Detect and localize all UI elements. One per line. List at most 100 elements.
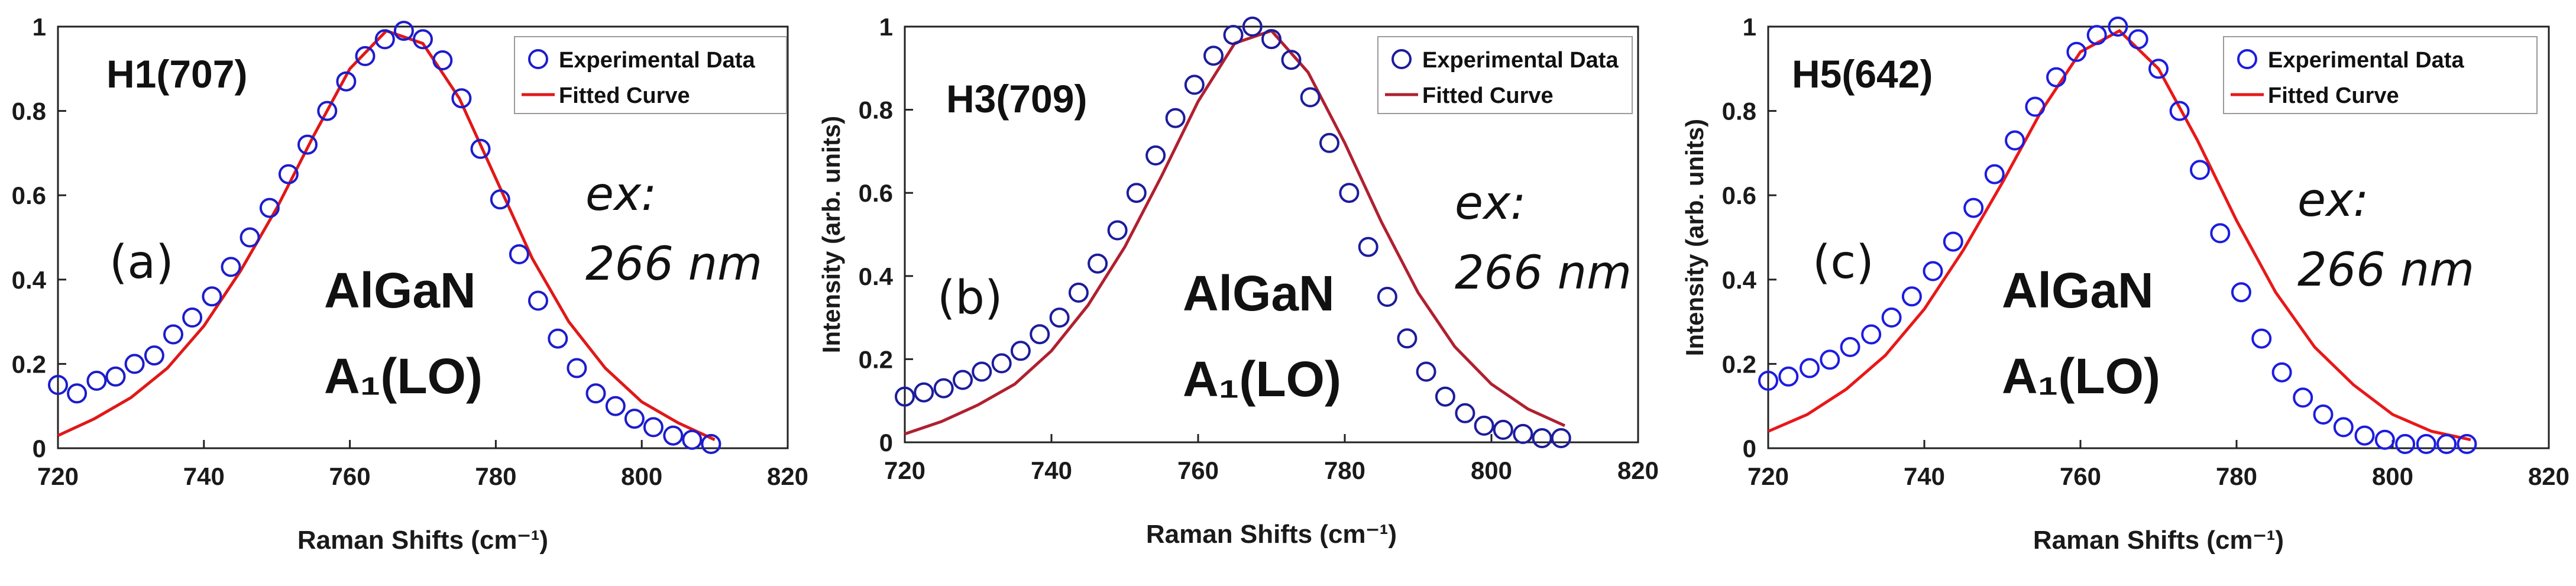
experimental-data-point bbox=[182, 307, 203, 328]
experimental-data-point bbox=[86, 370, 107, 391]
legend: Experimental Data Fitted Curve bbox=[514, 36, 787, 114]
experimental-data-point bbox=[1551, 428, 1571, 448]
experimental-data-point bbox=[2333, 417, 2354, 438]
experimental-data-point bbox=[1455, 403, 1475, 423]
experimental-data-point bbox=[605, 396, 626, 416]
legend-label-experimental: Experimental Data bbox=[2268, 48, 2464, 73]
chart-panel-2: 0 0.2 0.4 0.6 0.8 1 720 740 760 780 800 820 Intensit… bbox=[817, 13, 1659, 549]
experimental-data-point bbox=[1758, 370, 1778, 391]
y-tick-label: 0.8 bbox=[1722, 98, 1756, 125]
experimental-data-point bbox=[451, 88, 472, 109]
experimental-data-point bbox=[1049, 307, 1070, 328]
excitation-label-line2: 266 nm bbox=[585, 238, 762, 291]
x-axis-label: Raman Shifts (cm⁻¹) bbox=[2033, 526, 2284, 555]
y-tick-label: 0.2 bbox=[12, 350, 46, 378]
experimental-data-point bbox=[1242, 17, 1263, 37]
experimental-data-point bbox=[1532, 428, 1552, 448]
legend-marker-experimental bbox=[2237, 49, 2257, 69]
experimental-data-point bbox=[490, 189, 510, 210]
experimental-data-point bbox=[1881, 307, 1902, 328]
experimental-data-point bbox=[1107, 220, 1128, 241]
x-tick-label: 780 bbox=[2216, 462, 2257, 490]
x-axis-label: Raman Shifts (cm⁻¹) bbox=[297, 526, 548, 555]
experimental-data-point bbox=[1261, 29, 1281, 50]
experimental-data-point bbox=[240, 227, 260, 248]
legend-label-fitted: Fitted Curve bbox=[2268, 83, 2399, 108]
experimental-data-point bbox=[1984, 164, 2005, 184]
excitation-label-line2: 266 nm bbox=[1455, 247, 1632, 300]
experimental-data-point bbox=[567, 358, 587, 378]
experimental-data-point bbox=[2086, 25, 2107, 46]
legend-label-experimental: Experimental Data bbox=[1422, 48, 1619, 73]
x-tick-label: 800 bbox=[1471, 457, 1512, 484]
experimental-data-point bbox=[2313, 404, 2334, 425]
legend-box bbox=[1377, 36, 1633, 114]
x-tick-label: 740 bbox=[1904, 462, 1945, 490]
experimental-data-point bbox=[509, 244, 529, 264]
experimental-data-point bbox=[202, 286, 222, 307]
experimental-data-point bbox=[163, 324, 183, 345]
experimental-data-point bbox=[144, 345, 164, 366]
x-tick-label: 720 bbox=[37, 462, 79, 490]
experimental-data-point bbox=[470, 138, 491, 159]
y-axis-label: Intensity (arb. units) bbox=[817, 116, 845, 353]
experimental-data-point bbox=[663, 425, 684, 446]
x-tick-label: 740 bbox=[183, 462, 225, 490]
experimental-data-point bbox=[1223, 25, 1244, 46]
experimental-data-point bbox=[2354, 425, 2375, 446]
y-axis-label: Intensity (arb. units) bbox=[1681, 119, 1708, 356]
experimental-data-point bbox=[528, 290, 548, 311]
x-tick-label: 820 bbox=[767, 462, 808, 490]
experimental-data-point bbox=[1943, 231, 1963, 252]
experimental-data-point bbox=[432, 50, 453, 70]
experimental-data-point bbox=[914, 382, 934, 403]
sample-label: H1(707) bbox=[106, 52, 247, 96]
x-tick-label: 760 bbox=[329, 462, 371, 490]
y-tick-label: 0 bbox=[879, 429, 893, 457]
legend: Experimental Data Fitted Curve bbox=[2223, 36, 2538, 114]
experimental-data-point bbox=[1145, 145, 1166, 166]
x-tick-label: 820 bbox=[1617, 457, 1659, 484]
experimental-data-point bbox=[1778, 366, 1799, 387]
legend-marker-experimental bbox=[1391, 49, 1412, 69]
x-tick-label: 720 bbox=[1747, 462, 1789, 490]
experimental-data-point bbox=[2169, 101, 2190, 121]
experimental-data-point bbox=[1435, 386, 1455, 407]
y-tick-label: 0.4 bbox=[1722, 266, 1757, 294]
panel-label: (a) bbox=[109, 236, 174, 289]
experimental-data-point bbox=[1513, 423, 1533, 444]
experimental-data-point bbox=[2251, 328, 2272, 349]
experimental-data-point bbox=[355, 46, 376, 66]
legend-marker-experimental bbox=[528, 49, 548, 69]
fitted-curve-line bbox=[1768, 29, 2471, 442]
y-tick-label: 0.2 bbox=[1722, 350, 1756, 378]
excitation-label-line2: 266 nm bbox=[2297, 244, 2474, 297]
experimental-data-point bbox=[2025, 96, 2046, 117]
experimental-data-point bbox=[1126, 183, 1147, 203]
experimental-data-point bbox=[1088, 253, 1108, 274]
experimental-data-point bbox=[1010, 341, 1031, 361]
experimental-data-point bbox=[1319, 132, 1339, 153]
legend-label-fitted: Fitted Curve bbox=[1422, 83, 1554, 108]
legend-label-fitted: Fitted Curve bbox=[559, 83, 690, 108]
x-tick-label: 760 bbox=[1177, 457, 1219, 484]
legend: Experimental Data Fitted Curve bbox=[1377, 36, 1633, 114]
experimental-data-point bbox=[1030, 324, 1050, 345]
y-tick-label: 0.4 bbox=[12, 266, 47, 294]
experimental-data-point bbox=[643, 417, 664, 438]
y-tick-label: 1 bbox=[879, 13, 893, 41]
experimental-data-point bbox=[1493, 419, 1513, 440]
experimental-data-point bbox=[2066, 41, 2087, 62]
experimental-data-point bbox=[1820, 349, 1840, 370]
legend-box bbox=[2223, 36, 2538, 114]
experimental-data-point bbox=[259, 198, 280, 218]
panel-label: (b) bbox=[937, 271, 1002, 325]
experimental-data-point bbox=[124, 354, 145, 374]
experimental-data-point bbox=[1203, 46, 1224, 66]
experimental-data-point bbox=[2395, 433, 2416, 454]
x-tick-label: 740 bbox=[1031, 457, 1072, 484]
experimental-data-point bbox=[2293, 387, 2313, 408]
y-tick-label: 0 bbox=[33, 435, 46, 462]
experimental-data-point bbox=[1358, 237, 1378, 257]
y-tick-label: 0.2 bbox=[859, 345, 893, 373]
